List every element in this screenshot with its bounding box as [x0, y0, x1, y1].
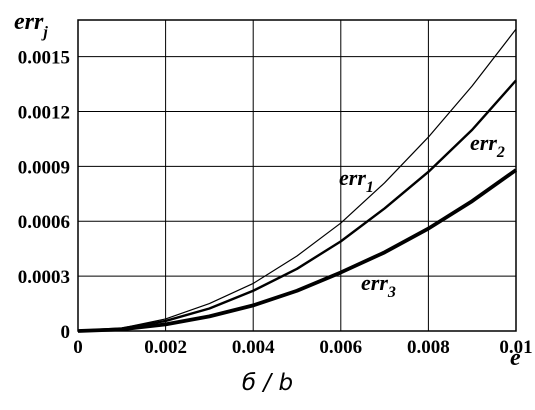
y-tick-label: 0.0003 [18, 267, 70, 288]
x-tick-label: 0.006 [319, 337, 362, 358]
x-tick-label: 0.002 [144, 337, 187, 358]
y-tick-labels: 0 0.0003 0.0006 0.0009 0.0012 0.0015 [18, 48, 70, 343]
figure-caption: б / b [241, 370, 294, 396]
y-tick-label: 0.0015 [18, 48, 70, 69]
y-tick-label: 0.0006 [18, 212, 70, 233]
y-axis-label: errj [14, 9, 48, 41]
plot-frame [77, 19, 517, 332]
y-tick-label: 0 [61, 322, 71, 343]
series-label-err1: err1 [339, 165, 374, 196]
x-tick-labels: 0 0.002 0.004 0.006 0.008 0.01 [73, 337, 532, 358]
series-lines [77, 28, 518, 333]
grid [78, 20, 516, 331]
x-axis-label: e [510, 345, 521, 371]
series-label-err2: err2 [470, 130, 505, 161]
x-tick-label: 0.004 [232, 337, 275, 358]
x-tick-label: 0.01 [499, 337, 532, 358]
x-tick-label: 0.008 [407, 337, 450, 358]
y-tick-label: 0.0009 [18, 157, 70, 178]
series-line-err2 [77, 79, 517, 333]
series-label-err3: err3 [361, 270, 396, 301]
y-tick-label: 0.0012 [18, 102, 70, 123]
x-tick-label: 0 [73, 337, 83, 358]
series-line-err3 [77, 168, 518, 333]
series-line-err1 [77, 28, 517, 332]
